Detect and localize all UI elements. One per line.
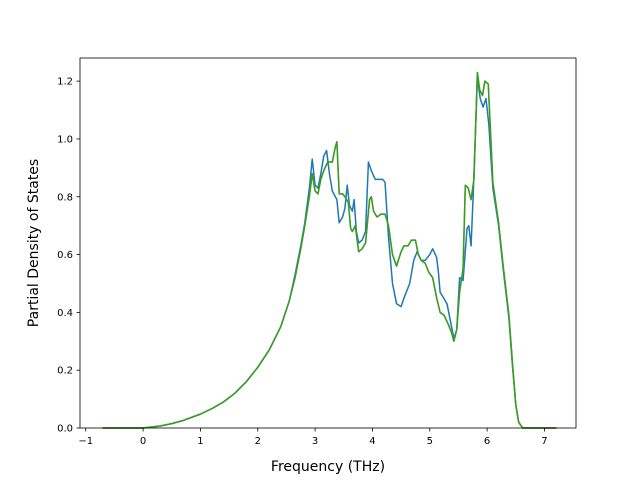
- y-tick-label: 0.6: [57, 250, 73, 261]
- y-tick-label: 1.2: [57, 77, 73, 88]
- x-tick-label: 7: [541, 436, 547, 447]
- plot-frame: [79, 57, 577, 429]
- x-axis-title: Frequency (THz): [271, 459, 385, 475]
- x-tick-label: 1: [197, 436, 203, 447]
- y-tick-label: 0.2: [57, 366, 73, 377]
- y-axis-title: Partial Density of States: [26, 159, 42, 327]
- x-tick-label: 0: [140, 436, 146, 447]
- y-tick-label: 0.0: [57, 424, 73, 435]
- y-tick-label: 1.0: [57, 134, 73, 145]
- y-tick-label: 0.4: [57, 308, 73, 319]
- x-tick-label: −1: [78, 436, 93, 447]
- x-tick-label: 3: [312, 436, 318, 447]
- x-tick-label: 4: [369, 436, 375, 447]
- x-tick-label: 5: [427, 436, 433, 447]
- y-tick-label: 0.8: [57, 192, 73, 203]
- series-layer: [102, 71, 557, 429]
- series-line-3: [102, 71, 557, 429]
- x-tick-label: 6: [484, 436, 490, 447]
- ticks-layer: −1 0 1 2 3 4 5 6 7 0.0 0.2 0.4 0.6 0.8 1.0 1.2: [57, 77, 548, 447]
- x-tick-label: 2: [255, 436, 261, 447]
